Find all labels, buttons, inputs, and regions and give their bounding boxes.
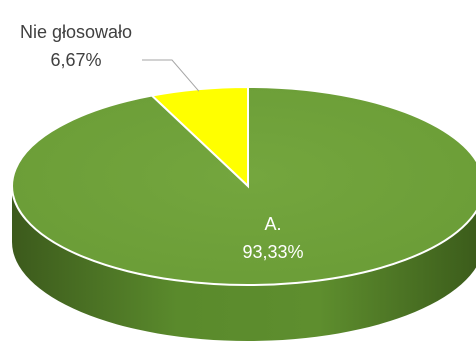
data-label-nie-glosowalo-value: 6,67% (50, 50, 101, 70)
pie-side-wall (12, 186, 476, 341)
data-label-nie-glosowalo-name: Nie głosowało (20, 22, 132, 42)
data-label-a-value: 93,33% (242, 242, 303, 262)
pie-slice-a (11, 85, 476, 286)
data-label-a-name: A. (264, 214, 281, 234)
leader-line (142, 59, 200, 92)
pie-slice-nie-glosowalo (149, 85, 249, 189)
